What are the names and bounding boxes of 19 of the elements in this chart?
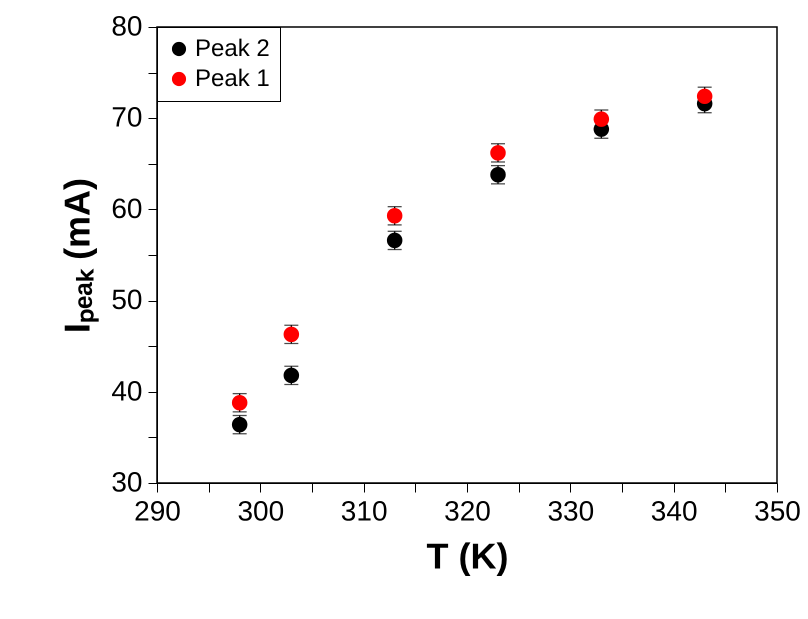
y-tick-label: 70 [111, 102, 142, 133]
x-tick-label: 350 [754, 496, 801, 526]
y-tick-label: 30 [111, 466, 142, 498]
point [232, 395, 248, 410]
point [490, 167, 506, 182]
y-tick-label: 80 [111, 10, 142, 42]
x-tick-label: 320 [444, 496, 491, 526]
x-tick-label: 340 [650, 496, 698, 526]
x-tick-label: 300 [237, 496, 284, 526]
x-tick-label: 310 [340, 496, 388, 526]
y-tick-label: 50 [111, 284, 142, 316]
x-tick-label: 290 [134, 496, 181, 526]
legend-label: Peak 2 [195, 35, 270, 62]
y-tick-label: 60 [111, 192, 142, 224]
y-tick-label: 40 [111, 375, 142, 406]
x-axis-title: T (K) [426, 536, 508, 576]
y-axis-title: Iₚₑₐₖ (mA) [56, 178, 100, 334]
legend-label: Peak 1 [195, 65, 270, 92]
x-tick-label: 330 [547, 496, 594, 526]
